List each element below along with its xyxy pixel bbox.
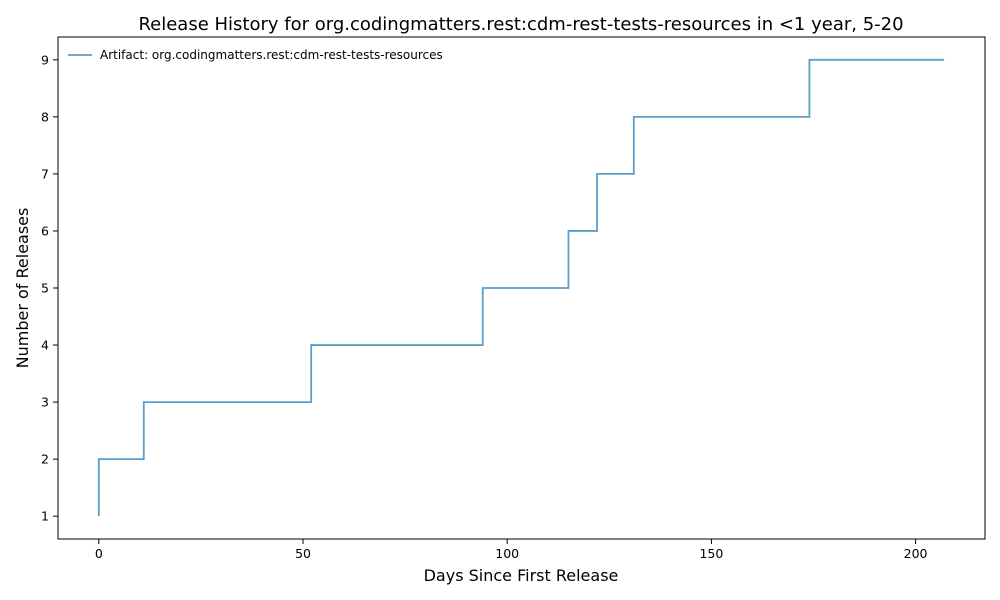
y-tick-label: 2: [41, 452, 49, 467]
chart-title: Release History for org.codingmatters.re…: [138, 14, 903, 35]
y-tick-label: 4: [41, 338, 49, 353]
y-tick-label: 7: [41, 166, 49, 181]
y-axis: 1 2 3 4 5 6 7 8 9: [41, 52, 58, 524]
x-tick-label: 50: [295, 546, 311, 561]
legend: Artifact: org.codingmatters.rest:cdm-res…: [68, 48, 443, 62]
x-axis-label: Days Since First Release: [424, 566, 619, 585]
y-axis-label: Number of Releases: [13, 208, 32, 369]
plot-area: [97, 58, 945, 517]
x-tick-label: 0: [95, 546, 103, 561]
x-tick-label: 100: [495, 546, 519, 561]
y-tick-label: 3: [41, 395, 49, 410]
y-tick-label: 6: [41, 223, 49, 238]
y-tick-label: 9: [41, 52, 49, 67]
x-tick-label: 150: [699, 546, 723, 561]
y-tick-label: 1: [41, 509, 49, 524]
x-tick-label: 200: [904, 546, 928, 561]
y-tick-label: 5: [41, 281, 49, 296]
x-axis: 0 50 100 150 200: [95, 539, 928, 561]
y-tick-label: 8: [41, 109, 49, 124]
series-line: [97, 58, 945, 517]
legend-entry: Artifact: org.codingmatters.rest:cdm-res…: [100, 48, 443, 62]
